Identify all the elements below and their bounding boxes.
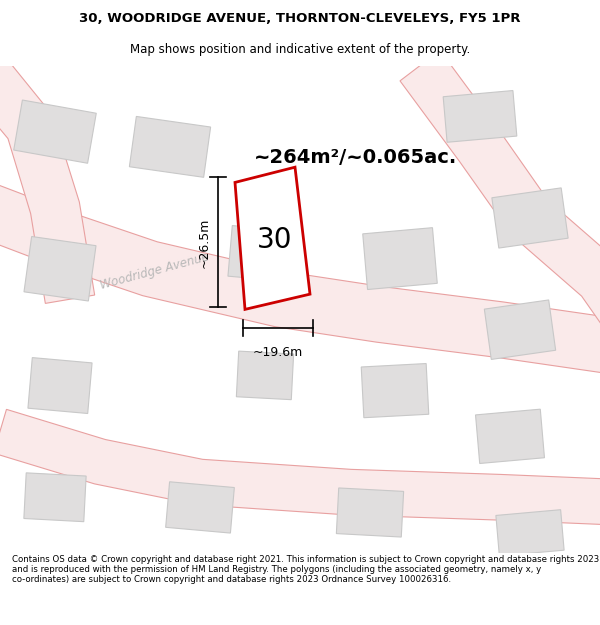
Polygon shape (28, 357, 92, 414)
Polygon shape (400, 51, 600, 365)
Polygon shape (24, 473, 86, 522)
Polygon shape (228, 226, 292, 281)
Polygon shape (166, 482, 235, 533)
Polygon shape (492, 188, 568, 248)
Polygon shape (363, 228, 437, 289)
Text: 30, WOODRIDGE AVENUE, THORNTON-CLEVELEYS, FY5 1PR: 30, WOODRIDGE AVENUE, THORNTON-CLEVELEYS… (79, 12, 521, 25)
Polygon shape (443, 91, 517, 142)
Polygon shape (476, 409, 544, 464)
Text: ~264m²/~0.065ac.: ~264m²/~0.065ac. (253, 148, 457, 166)
Polygon shape (14, 100, 96, 163)
Polygon shape (236, 351, 293, 399)
Polygon shape (24, 236, 96, 301)
Text: Contains OS data © Crown copyright and database right 2021. This information is : Contains OS data © Crown copyright and d… (12, 554, 599, 584)
Text: ~19.6m: ~19.6m (253, 346, 303, 359)
Polygon shape (361, 364, 429, 418)
Polygon shape (0, 409, 600, 525)
Polygon shape (484, 300, 556, 359)
Text: Map shows position and indicative extent of the property.: Map shows position and indicative extent… (130, 42, 470, 56)
Polygon shape (235, 167, 310, 309)
Text: Woodridge Avenue: Woodridge Avenue (99, 250, 211, 292)
Polygon shape (130, 116, 211, 178)
Polygon shape (0, 49, 95, 303)
Polygon shape (337, 488, 404, 537)
Polygon shape (0, 182, 600, 378)
Polygon shape (496, 510, 564, 556)
Text: ~26.5m: ~26.5m (197, 217, 211, 268)
Text: 30: 30 (257, 226, 293, 254)
